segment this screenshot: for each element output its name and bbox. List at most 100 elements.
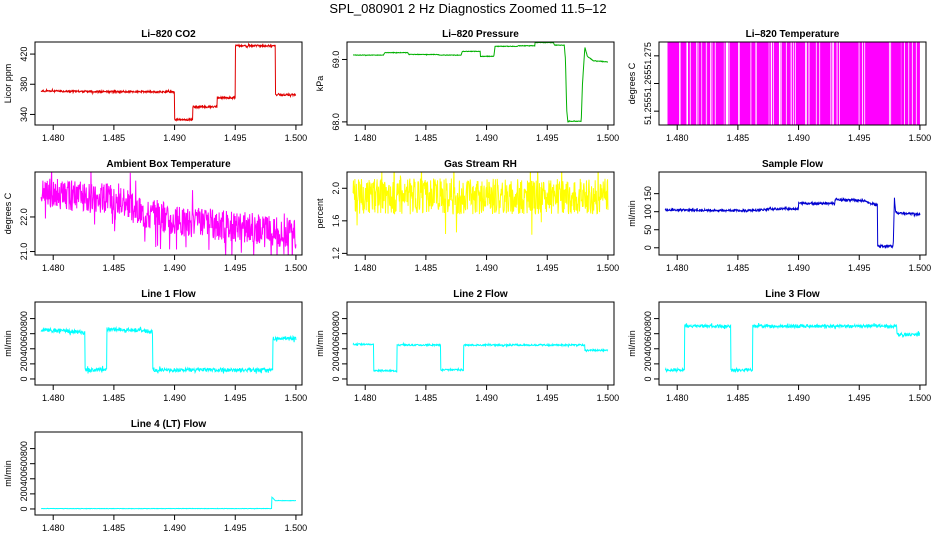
series-group <box>40 172 297 255</box>
series-group <box>40 325 297 375</box>
series-line <box>664 322 921 374</box>
y-tick-label: 1.6 <box>331 215 341 228</box>
x-tick-label: 1.500 <box>285 133 308 143</box>
x-tick-label: 1.495 <box>536 393 559 403</box>
y-tick-label: 0 <box>19 506 29 511</box>
y-tick-label: 51.265 <box>643 70 653 98</box>
series-line <box>40 42 297 122</box>
panel-ambient-box-temperature: Ambient Box Temperature degrees C 1.480 1.4… <box>0 152 312 282</box>
x-tick-label: 1.490 <box>475 133 498 143</box>
series-group <box>40 496 297 510</box>
plot-frame <box>34 171 303 256</box>
x-tick-label: 1.500 <box>909 393 932 403</box>
x-tick-label: 1.480 <box>42 393 65 403</box>
y-tick-label: 400 <box>643 341 653 356</box>
y-axis-label: ml/min <box>315 330 325 357</box>
y-tick-label: 800 <box>19 311 29 326</box>
y-axis-label: ml/min <box>3 330 13 357</box>
y-tick-label: 100 <box>643 204 653 219</box>
y-tick-label: 600 <box>19 456 29 471</box>
series-line <box>352 172 609 235</box>
chart-line-1-flow: Line 1 Flow ml/min 1.480 1.485 1.490 1.495 1.5… <box>3 289 307 403</box>
x-tick-label: 1.490 <box>163 263 186 273</box>
y-tick-label: 69.0 <box>331 51 341 69</box>
plot-frame <box>658 171 927 256</box>
series-line <box>40 496 297 510</box>
series-group <box>352 341 609 373</box>
y-tick-label: 200 <box>331 356 341 371</box>
plot-frame <box>346 301 615 386</box>
panel-line-3-flow: Line 3 Flow ml/min 1.480 1.485 1.490 1.495 1.5… <box>624 282 936 412</box>
x-tick-label: 1.490 <box>475 263 498 273</box>
y-tick-label: 200 <box>19 356 29 371</box>
chart-gas-stream-rh: Gas Stream RH percent 1.480 1.485 1.490 1.495… <box>315 159 619 273</box>
series-line <box>352 341 609 373</box>
y-axis-label: kPa <box>315 76 325 92</box>
chart-title: Li–820 CO2 <box>141 29 196 40</box>
x-tick-label: 1.490 <box>163 393 186 403</box>
y-tick-label: 2.0 <box>331 182 341 195</box>
y-tick-label: 68.0 <box>331 113 341 131</box>
x-tick-label: 1.495 <box>224 133 247 143</box>
x-tick-label: 1.495 <box>224 263 247 273</box>
series-line <box>40 325 297 375</box>
y-tick-label: 0 <box>643 245 653 250</box>
series-group <box>664 196 921 249</box>
y-tick-label: 800 <box>331 311 341 326</box>
series-group <box>40 42 297 122</box>
x-tick-label: 1.490 <box>475 393 498 403</box>
series-group <box>667 42 920 125</box>
plot-frame <box>346 41 615 126</box>
chart-title: Line 2 Flow <box>453 289 508 300</box>
x-tick-label: 1.485 <box>415 263 438 273</box>
x-tick-label: 1.485 <box>415 393 438 403</box>
chart-title: Li–820 Temperature <box>746 29 840 40</box>
y-tick-label: 340 <box>19 107 29 122</box>
panel-li820-temperature: Li–820 Temperature degrees C 1.480 1.485 1.4… <box>624 22 936 152</box>
y-axis-label: ml/min <box>3 460 13 487</box>
x-tick-label: 1.495 <box>536 263 559 273</box>
panel-pressure: Li–820 Pressure kPa 1.480 1.485 1.490 1.495 1.… <box>312 22 624 152</box>
x-tick-label: 1.500 <box>909 133 932 143</box>
y-tick-label: 150 <box>643 186 653 201</box>
x-tick-label: 1.485 <box>103 523 126 533</box>
x-tick-label: 1.485 <box>103 133 126 143</box>
x-tick-label: 1.480 <box>666 393 689 403</box>
y-tick-label: 0 <box>331 376 341 381</box>
x-tick-label: 1.485 <box>415 133 438 143</box>
x-tick-label: 1.480 <box>666 133 689 143</box>
y-tick-label: 50 <box>643 225 653 235</box>
x-tick-label: 1.490 <box>787 393 810 403</box>
x-tick-label: 1.485 <box>727 393 750 403</box>
y-tick-label: 51.255 <box>643 97 653 125</box>
x-tick-label: 1.480 <box>666 263 689 273</box>
x-tick-label: 1.500 <box>597 133 620 143</box>
y-tick-label: 600 <box>643 326 653 341</box>
chart-title: Line 4 (LT) Flow <box>131 419 207 430</box>
chart-line-3-flow: Line 3 Flow ml/min 1.480 1.485 1.490 1.495 1.5… <box>627 289 932 403</box>
y-tick-label: 400 <box>19 471 29 486</box>
chart-title: Line 1 Flow <box>141 289 196 300</box>
y-tick-label: 1.2 <box>331 247 341 260</box>
main-title: SPL_080901 2 Hz Diagnostics Zoomed 11.5–… <box>329 1 607 16</box>
chart-co2: Li–820 CO2 Licor ppm 1.480 1.485 1.490 1.495 1… <box>3 29 308 143</box>
chart-li820-temperature: Li–820 Temperature degrees C 1.480 1.485 1.4… <box>627 29 932 143</box>
y-tick-label: 0 <box>19 376 29 381</box>
series-group <box>664 322 921 374</box>
x-tick-label: 1.490 <box>163 133 186 143</box>
y-tick-label: 200 <box>643 356 653 371</box>
chart-title: Line 3 Flow <box>765 289 820 300</box>
series-line <box>353 42 608 123</box>
y-tick-label: 21.0 <box>19 243 29 261</box>
plot-frame <box>34 41 303 126</box>
panel-co2: Li–820 CO2 Licor ppm 1.480 1.485 1.490 1.495 1… <box>0 22 312 152</box>
panel-line-2-flow: Line 2 Flow ml/min 1.480 1.485 1.490 1.495 1.5… <box>312 282 624 412</box>
chart-title: Ambient Box Temperature <box>106 159 231 170</box>
x-tick-label: 1.495 <box>536 133 559 143</box>
plot-frame <box>346 171 615 256</box>
panel-sample-flow: Sample Flow ml/min 1.480 1.485 1.490 1.495 1.5… <box>624 152 936 282</box>
panel-gas-stream-rh: Gas Stream RH percent 1.480 1.485 1.490 1.495… <box>312 152 624 282</box>
y-tick-label: 420 <box>19 47 29 62</box>
series-line <box>40 172 297 255</box>
x-tick-label: 1.480 <box>354 263 377 273</box>
